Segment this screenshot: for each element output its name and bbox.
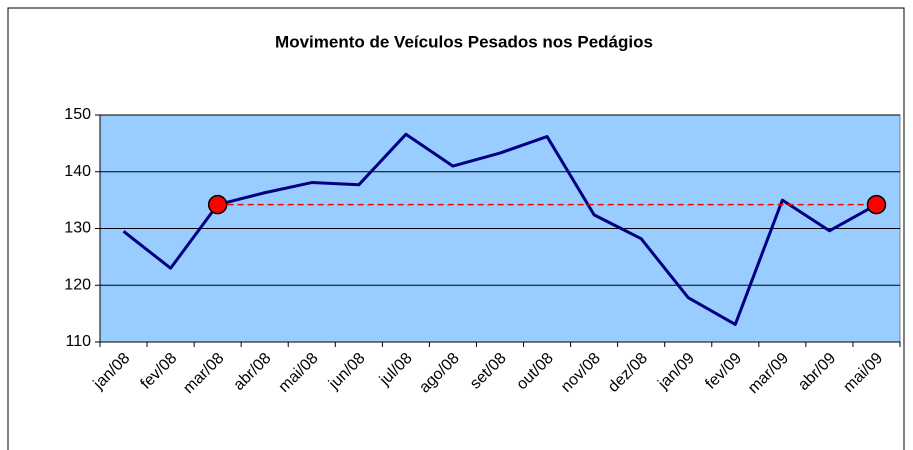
marker <box>207 194 228 215</box>
y-tick-label: 110 <box>65 333 91 350</box>
y-tick-label: 150 <box>64 106 91 123</box>
marker <box>866 194 887 215</box>
y-tick-label: 130 <box>64 220 91 237</box>
data-line <box>122 132 878 326</box>
y-tick-label: 120 <box>64 276 91 293</box>
chart-title: Movimento de Veículos Pesados nos Pedági… <box>275 32 653 51</box>
y-tick-label: 140 <box>64 163 91 180</box>
